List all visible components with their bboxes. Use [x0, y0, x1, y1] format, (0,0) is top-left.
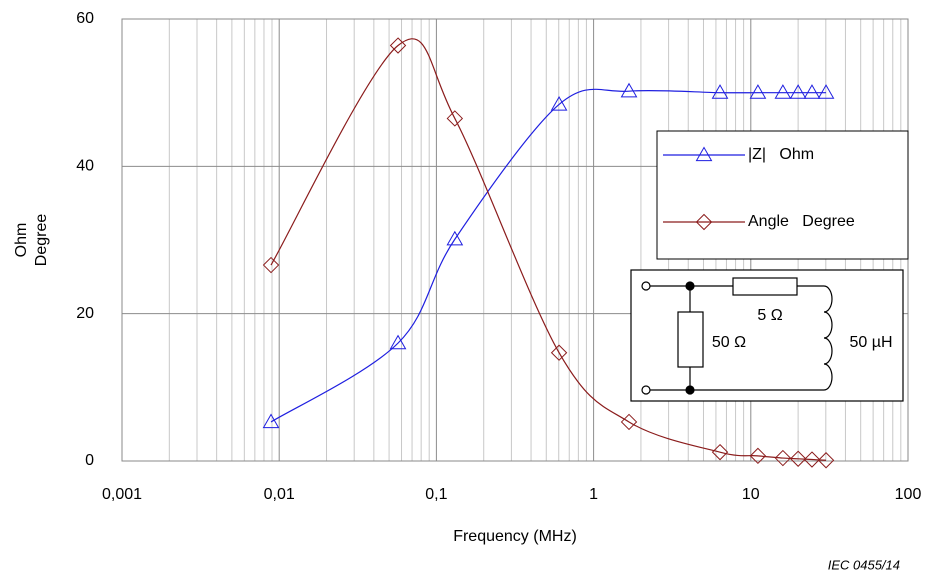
series-layer: [262, 37, 835, 469]
marker: [817, 84, 835, 99]
x-tick-label: 100: [895, 486, 922, 503]
resistor: [732, 277, 798, 296]
marker: [803, 84, 821, 99]
resistor: [677, 311, 704, 368]
marker: [446, 230, 464, 246]
marker: [550, 344, 568, 361]
marker: [789, 450, 807, 467]
x-tick-label: 0,001: [102, 486, 142, 503]
marker: [749, 447, 767, 465]
terminal: [641, 385, 651, 395]
terminal: [641, 281, 651, 291]
series-line: [270, 88, 827, 423]
y-tick-label: 40: [76, 158, 94, 175]
legend-box: [656, 130, 909, 260]
circuit-label: 50 µH: [849, 334, 892, 351]
y-tick-label: 0: [85, 452, 94, 469]
marker: [774, 449, 792, 467]
marker: [389, 334, 407, 350]
legend-label: Angle Degree: [748, 213, 855, 230]
x-tick-label: 1: [589, 486, 598, 503]
legend-label: |Z| Ohm: [748, 146, 814, 163]
legend-marker: [695, 213, 713, 231]
marker: [550, 95, 568, 111]
x-tick-label: 0,1: [425, 486, 447, 503]
junction: [685, 281, 695, 291]
legend-marker: [695, 146, 713, 162]
source-note: IEC 0455/14: [828, 557, 900, 572]
marker: [262, 413, 280, 429]
inductor: [823, 285, 833, 391]
x-tick-label: 0,01: [264, 486, 295, 503]
marker: [620, 82, 638, 98]
marker: [620, 413, 638, 431]
y-axis-title: Degree: [33, 214, 50, 267]
y-tick-label: 60: [76, 10, 94, 27]
y-axis-title: Ohm: [13, 223, 30, 258]
marker: [262, 256, 280, 274]
marker: [711, 443, 729, 461]
circuit-diagram: [630, 269, 904, 402]
x-tick-label: 10: [742, 486, 760, 503]
junction: [685, 385, 695, 395]
marker: [711, 84, 729, 99]
circuit-label: 5 Ω: [757, 307, 782, 324]
marker: [774, 84, 792, 99]
marker: [803, 451, 821, 468]
legend: |Z| Ohm Angle Degree: [663, 146, 855, 230]
y-tick-label: 20: [76, 305, 94, 322]
series-line: [270, 38, 827, 461]
marker: [446, 110, 464, 127]
marker: [389, 37, 407, 54]
circuit-label: 50 Ω: [712, 334, 746, 351]
marker: [789, 84, 807, 99]
x-axis-title: Frequency (MHz): [453, 528, 577, 545]
marker: [749, 84, 767, 99]
marker: [817, 452, 835, 469]
